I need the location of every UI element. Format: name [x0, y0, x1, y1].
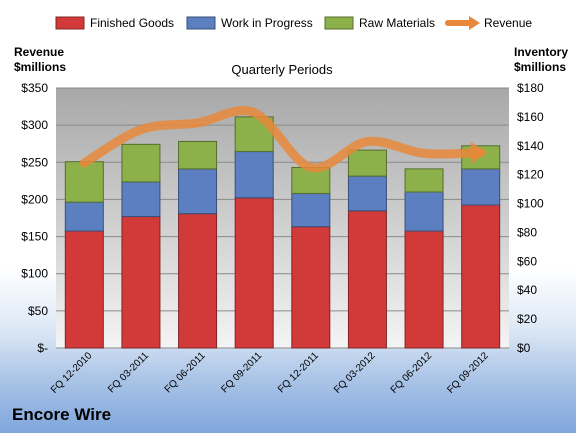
left-tick-label: $- — [37, 341, 48, 355]
bar-work-in-progress — [461, 168, 501, 206]
right-tick-label: $140 — [517, 139, 544, 153]
legend-label: Raw Materials — [359, 16, 435, 30]
x-tick-label: FQ 06-2011 — [163, 350, 208, 395]
bar-work-in-progress — [404, 191, 444, 232]
left-tick-label: $100 — [21, 267, 48, 281]
left-tick-label: $250 — [21, 155, 48, 169]
right-axis-ticks: $0 $20 $40 $60 $80 $100 $120 $140 $160 $180 — [517, 81, 544, 355]
left-tick-label: $350 — [21, 81, 48, 95]
revenue-arrowhead — [470, 141, 487, 164]
bar-work-in-progress — [64, 201, 104, 232]
right-tick-label: $40 — [517, 283, 537, 297]
right-tick-label: $160 — [517, 110, 544, 124]
left-axis-ticks: $- $50 $100 $150 $200 $250 $300 $350 — [21, 81, 48, 355]
bars — [64, 116, 501, 349]
revenue-line-layer — [79, 106, 487, 173]
bar-finished-goods — [121, 216, 161, 349]
bar-raw-materials — [404, 168, 444, 193]
left-axis-title-line1: Revenue — [14, 45, 64, 59]
legend-label: Work in Progress — [221, 16, 313, 30]
x-tick-label: FQ 09-2012 — [445, 350, 491, 396]
x-tick-label: FQ 12-2010 — [49, 350, 95, 396]
legend-swatch-raw-materials — [324, 16, 354, 30]
left-tick-label: $50 — [28, 304, 48, 318]
bar-finished-goods — [234, 197, 274, 349]
right-tick-label: $100 — [517, 197, 544, 211]
right-axis-title-line1: Inventory — [514, 45, 568, 59]
x-axis-ticks: FQ 12-2010 FQ 03-2011 FQ 06-2011 FQ 09-2011… — [49, 350, 491, 396]
right-tick-label: $20 — [517, 312, 537, 326]
bar-finished-goods — [347, 210, 387, 349]
bar-finished-goods — [64, 230, 104, 349]
x-tick-label: FQ 03-2012 — [332, 350, 378, 396]
bar-finished-goods — [291, 226, 331, 349]
bar-finished-goods — [404, 230, 444, 349]
bar-work-in-progress — [234, 151, 274, 199]
left-axis-title-line2: $millions — [14, 60, 66, 74]
legend-swatch-finished-goods — [55, 16, 85, 30]
bar-raw-materials — [64, 161, 104, 203]
right-tick-label: $80 — [517, 225, 537, 239]
right-tick-label: $120 — [517, 168, 544, 182]
bar-work-in-progress — [121, 181, 161, 218]
legend: Finished Goods Work in Progress Raw Materi… — [55, 16, 532, 30]
right-tick-label: $0 — [517, 341, 531, 355]
left-tick-label: $150 — [21, 230, 48, 244]
bar-work-in-progress — [178, 168, 218, 215]
bar-raw-materials — [178, 140, 218, 170]
company-name: Encore Wire — [12, 405, 112, 424]
left-tick-label: $300 — [21, 118, 48, 132]
right-tick-label: $180 — [517, 81, 544, 95]
legend-arrow-revenue — [469, 16, 480, 30]
x-tick-label: FQ 03-2011 — [106, 350, 151, 395]
legend-swatch-work-in-progress — [186, 16, 216, 30]
x-tick-label: FQ 12-2011 — [276, 350, 321, 395]
bar-raw-materials — [121, 143, 161, 183]
bar-raw-materials — [347, 149, 387, 177]
chart-subtitle: Quarterly Periods — [231, 62, 333, 77]
revenue-line — [79, 106, 486, 173]
right-axis-title-line2: $millions — [514, 60, 566, 74]
x-tick-label: FQ 09-2011 — [219, 350, 264, 395]
legend-label: Finished Goods — [90, 16, 174, 30]
left-tick-label: $200 — [21, 192, 48, 206]
legend-label: Revenue — [484, 16, 532, 30]
bar-finished-goods — [461, 204, 501, 349]
right-tick-label: $60 — [517, 254, 537, 268]
bar-work-in-progress — [347, 175, 387, 212]
bar-work-in-progress — [291, 192, 331, 228]
x-tick-label: FQ 06-2012 — [389, 350, 435, 396]
bar-finished-goods — [178, 213, 218, 349]
